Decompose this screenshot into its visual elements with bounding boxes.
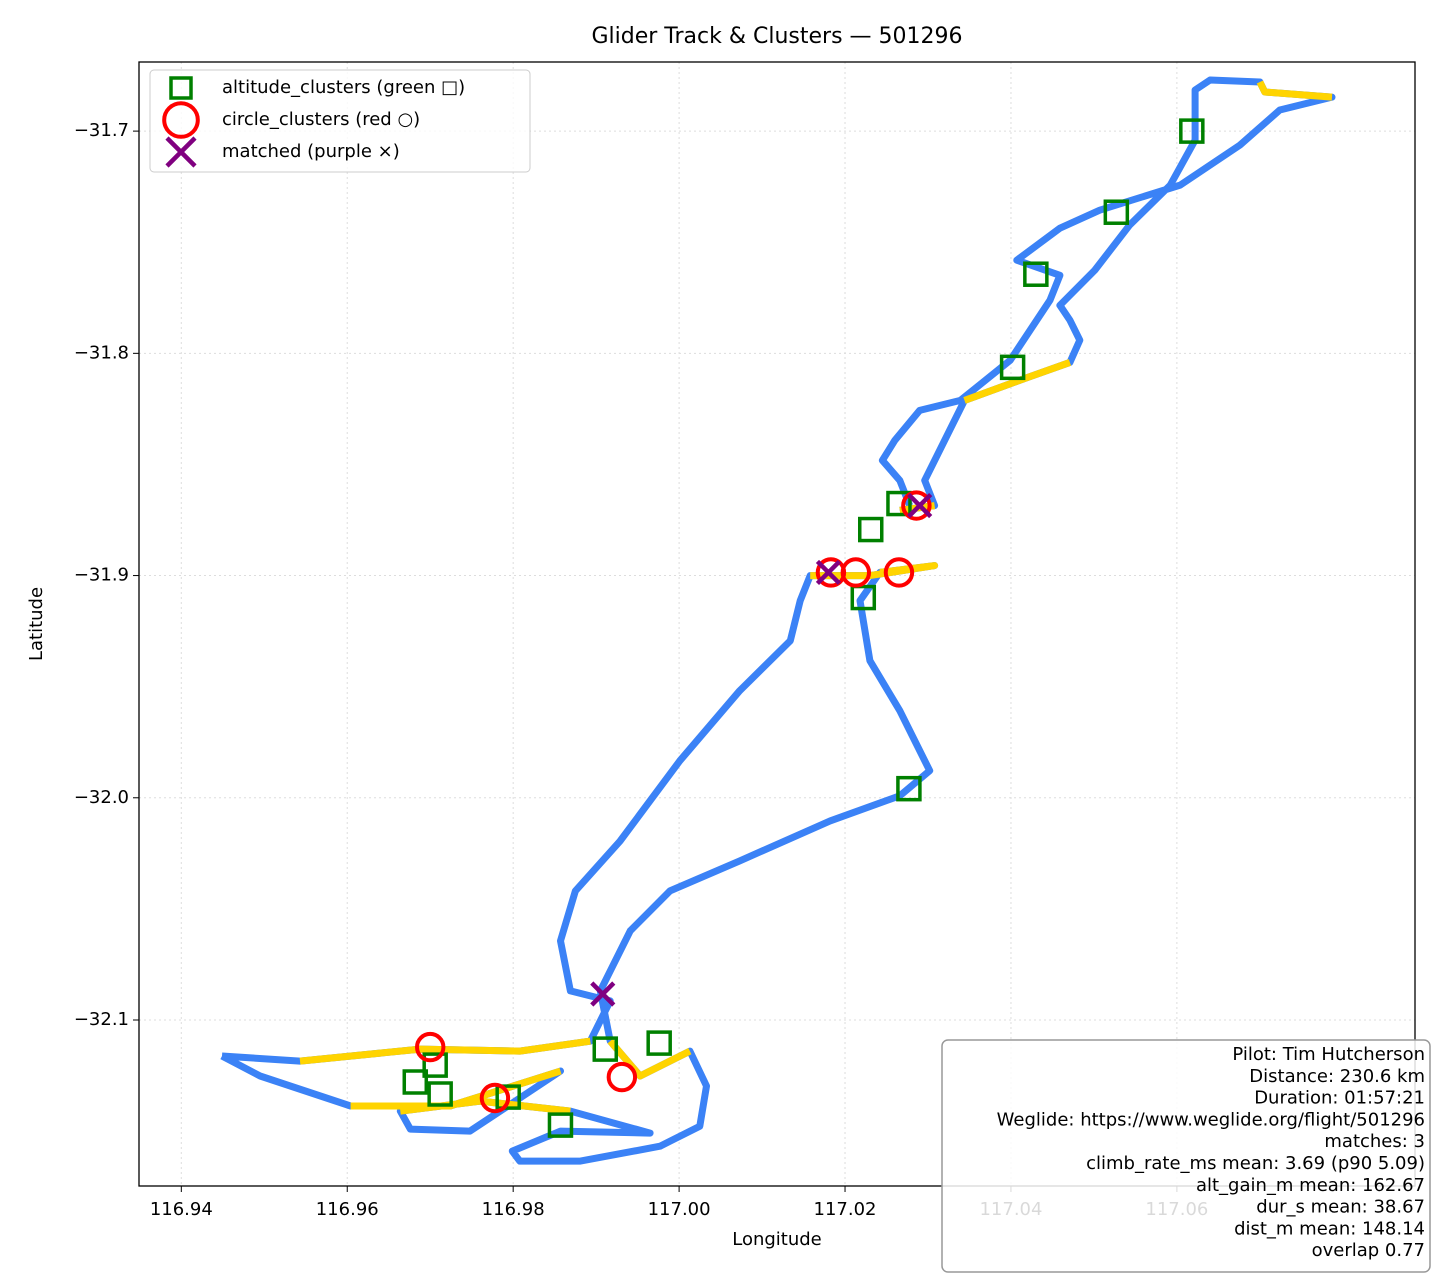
y-tick-label: −31.8 — [74, 342, 129, 363]
annotation-line: Duration: 01:57:21 — [1254, 1088, 1425, 1109]
x-tick-label: 116.94 — [150, 1199, 213, 1220]
annotation-line: dur_s mean: 38.67 — [1256, 1197, 1425, 1218]
altitude-cluster-marker — [422, 1052, 448, 1078]
legend-marker — [165, 136, 197, 168]
legend-marker — [162, 101, 200, 139]
altitude-cluster-marker — [402, 1069, 429, 1095]
legend-label: circle_clusters (red ○) — [222, 109, 420, 130]
annotation-line: matches: 3 — [1324, 1131, 1425, 1152]
matched-marker — [815, 559, 842, 586]
axes-frame — [138, 61, 1416, 1187]
x-tick-label: 116.96 — [316, 1199, 379, 1220]
legend-marker — [169, 76, 193, 100]
circle-cluster-marker — [901, 490, 932, 521]
plot-area — [220, 76, 1336, 1165]
chart-title: Glider Track & Clusters — 501296 — [591, 24, 962, 49]
x-tick-label: 117.02 — [814, 1199, 877, 1220]
legend-label: matched (purple ×) — [222, 141, 400, 162]
x-axis-label: Longitude — [732, 1229, 822, 1250]
y-tick-label: −32.0 — [74, 787, 129, 808]
matched-marker — [907, 492, 933, 519]
altitude-cluster-marker — [850, 584, 877, 611]
altitude-cluster-marker — [1023, 261, 1049, 287]
annotation-line: climb_rate_ms mean: 3.69 (p90 5.09) — [1086, 1153, 1425, 1174]
annotation-line: Distance: 230.6 km — [1249, 1066, 1425, 1087]
legend-label: altitude_clusters (green □) — [222, 77, 465, 98]
y-axis-label: Latitude — [26, 587, 47, 661]
y-tick-label: −31.7 — [74, 120, 129, 141]
altitude-cluster-marker — [1179, 118, 1205, 144]
altitude-cluster-marker — [858, 516, 884, 543]
annotation-line: Pilot: Tim Hutcherson — [1232, 1044, 1425, 1065]
circle-cluster-marker — [606, 1061, 638, 1093]
y-tick-label: −32.1 — [74, 1009, 129, 1030]
annotation-line: dist_m mean: 148.14 — [1234, 1218, 1425, 1239]
legend-box — [149, 69, 531, 173]
circle-cluster-marker — [815, 557, 847, 588]
annotation-box — [941, 1039, 1431, 1273]
altitude-cluster-marker — [1103, 199, 1130, 225]
altitude-cluster-marker — [886, 490, 912, 517]
altitude-cluster-marker — [999, 354, 1026, 381]
annotation-line: alt_gain_m mean: 162.67 — [1196, 1175, 1425, 1196]
altitude-cluster-marker — [495, 1084, 521, 1110]
x-tick-label: 117.00 — [648, 1199, 711, 1220]
circle-cluster-marker — [479, 1082, 511, 1114]
annotation-line: Weglide: https://www.weglide.org/flight/… — [997, 1109, 1425, 1130]
annotation-line: overlap 0.77 — [1312, 1240, 1425, 1261]
grid — [139, 62, 1415, 1186]
altitude-cluster-marker — [427, 1081, 453, 1107]
altitude-cluster-marker — [896, 775, 922, 802]
altitude-cluster-marker — [646, 1030, 672, 1056]
altitude-cluster-marker — [547, 1112, 574, 1138]
matched-marker — [590, 981, 616, 1007]
circle-cluster-marker — [883, 557, 915, 588]
x-tick-label: 116.98 — [482, 1199, 545, 1220]
altitude-cluster-marker — [592, 1036, 619, 1062]
circle-cluster-marker — [415, 1031, 446, 1063]
legend: altitude_clusters (green □) circle_cluste… — [149, 69, 531, 173]
y-tick-label: −31.9 — [74, 565, 129, 586]
